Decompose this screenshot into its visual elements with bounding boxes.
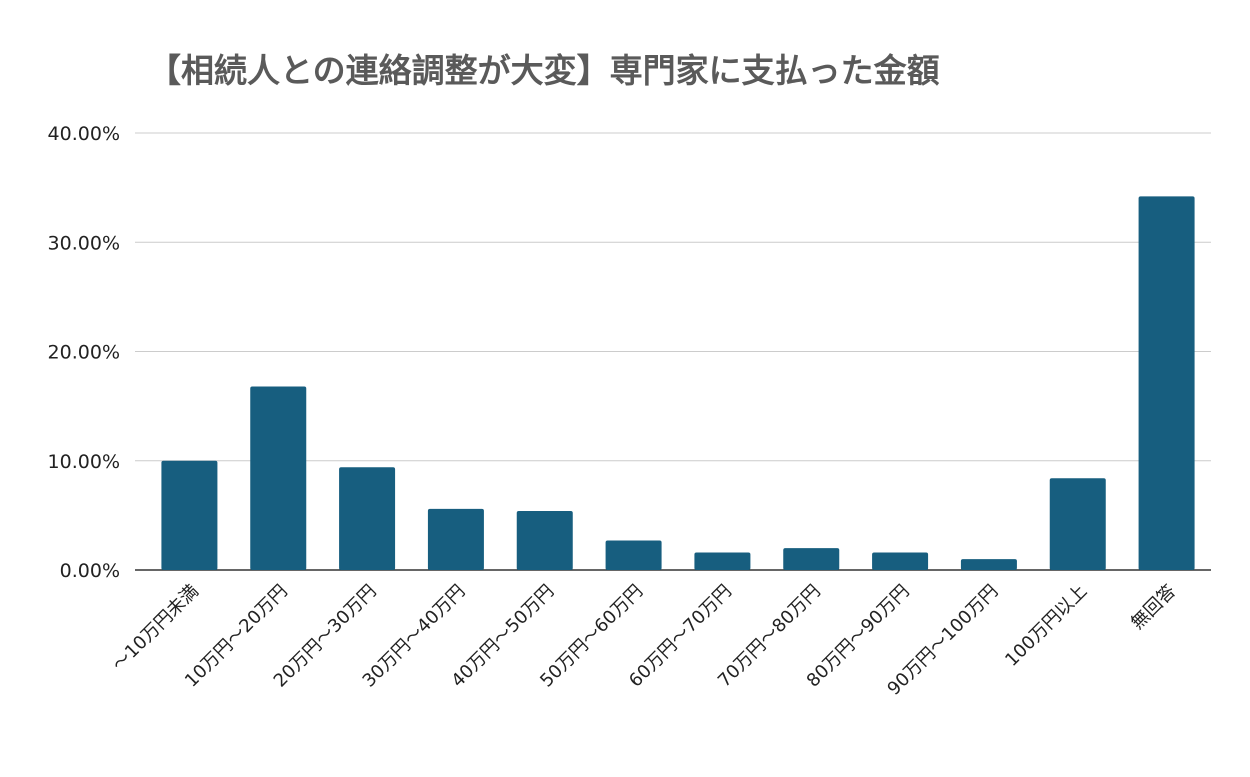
bar bbox=[1138, 196, 1195, 571]
y-tick-label: 0.00% bbox=[60, 560, 120, 582]
bar bbox=[427, 508, 484, 570]
x-tick-label: 無回答 bbox=[1127, 581, 1180, 634]
x-tick-label: 100万円以上 bbox=[1001, 581, 1091, 671]
bar bbox=[339, 467, 396, 570]
bar bbox=[1049, 478, 1106, 570]
bar bbox=[516, 511, 573, 570]
bar bbox=[872, 552, 929, 570]
y-tick-label: 40.00% bbox=[48, 123, 120, 145]
y-tick-label: 20.00% bbox=[48, 342, 120, 364]
bar bbox=[783, 548, 840, 570]
bar bbox=[960, 559, 1017, 570]
chart-title: 【相続人との連絡調整が大変】専門家に支払った金額 bbox=[148, 51, 940, 90]
y-tick-label: 30.00% bbox=[48, 232, 120, 254]
x-tick-label: 〜10万円未満 bbox=[108, 581, 203, 676]
y-tick-label: 10.00% bbox=[48, 451, 120, 473]
bar bbox=[605, 540, 662, 570]
bar bbox=[161, 460, 218, 570]
bar bbox=[694, 552, 751, 570]
bar bbox=[250, 386, 307, 570]
